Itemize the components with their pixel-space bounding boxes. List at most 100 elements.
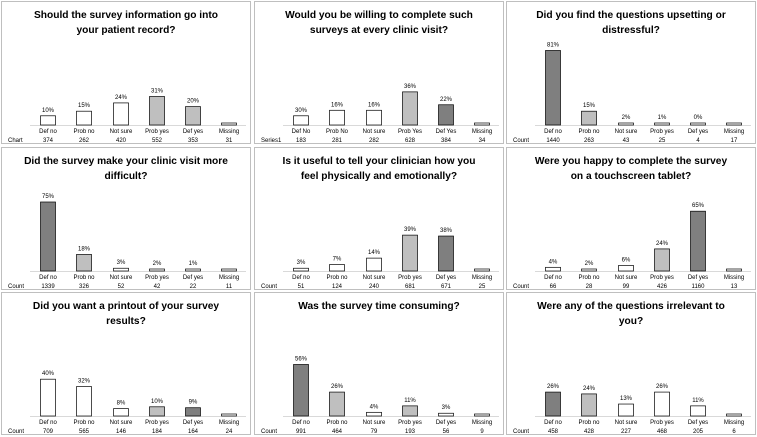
bar-chart: 3% Def no 51 7% Prob no 124 14% Not sure 240 39% P…	[261, 227, 499, 289]
chart-title-line: feel physically and emotionally?	[300, 171, 458, 182]
category-label: Missing	[219, 129, 239, 135]
bar	[76, 254, 92, 272]
bar-chart: 26% Def no 458 24% Prob no 428 13% Not sure 227 2…	[513, 384, 751, 434]
category-label: Prob no	[73, 275, 95, 281]
data-label: 18%	[78, 246, 91, 252]
data-label: 1%	[189, 261, 198, 267]
chart-title-line: you?	[618, 316, 644, 327]
category-label: Def no	[292, 275, 310, 281]
bar	[545, 266, 561, 272]
data-label: 26%	[547, 384, 560, 390]
data-label: 20%	[187, 99, 200, 105]
category-label: Prob yes	[145, 420, 169, 426]
count-value: 384	[441, 138, 452, 143]
bar	[402, 91, 418, 126]
chart-title: Did the survey make your clinic visit mo…	[8, 154, 244, 188]
bar	[618, 403, 634, 417]
data-label: 3%	[442, 405, 451, 411]
data-label: 32%	[78, 379, 91, 385]
category-label: Not sure	[110, 420, 133, 426]
count-value: 13	[731, 284, 738, 289]
bar	[581, 268, 597, 272]
category-label: Prob no	[578, 129, 600, 135]
data-label: 13%	[620, 396, 633, 402]
table-row-label: Count	[8, 429, 24, 434]
bar	[690, 210, 706, 272]
bar	[581, 110, 597, 126]
count-value: 183	[296, 138, 307, 143]
category-label: Prob yes	[145, 129, 169, 135]
count-value: 1440	[546, 138, 560, 143]
category-label: Prob no	[578, 275, 600, 281]
data-label: 2%	[153, 261, 162, 267]
chart-panel: Did the survey make your clinic visit mo…	[1, 147, 251, 290]
category-label: Missing	[219, 420, 239, 426]
category-label: Prob no	[578, 420, 600, 426]
chart-title: Did you want a printout of your survey re…	[8, 299, 244, 333]
chart-title: Were you happy to complete the survey on …	[513, 154, 749, 188]
data-label: 11%	[692, 398, 704, 404]
bar-chart: 81% Def no 1440 15% Prob no 263 2% Not sure 43 1%…	[513, 42, 751, 143]
category-label: Not sure	[363, 129, 386, 135]
category-label: Missing	[472, 129, 492, 135]
count-value: 709	[43, 429, 54, 434]
bar	[149, 268, 165, 272]
data-label: 22%	[440, 97, 453, 103]
category-label: Def no	[39, 275, 57, 281]
category-label: Def yes	[688, 129, 708, 135]
count-value: 428	[584, 429, 595, 434]
count-value: 552	[152, 138, 163, 143]
category-label: Prob yes	[398, 275, 422, 281]
count-value: 79	[371, 429, 378, 434]
data-label: 30%	[295, 108, 308, 114]
table-row-label: Series1	[261, 138, 282, 143]
count-value: 681	[405, 284, 416, 289]
category-label: Not sure	[615, 275, 638, 281]
bar	[618, 265, 634, 272]
category-label: Prob yes	[650, 129, 674, 135]
bar	[149, 406, 165, 417]
category-label: Prob no	[73, 420, 95, 426]
category-label: Missing	[724, 420, 744, 426]
data-label: 40%	[42, 371, 55, 377]
category-label: Missing	[472, 275, 492, 281]
table-row-label: Count	[513, 429, 529, 434]
data-label: 24%	[115, 95, 128, 101]
count-value: 25	[659, 138, 666, 143]
data-label: 26%	[656, 384, 669, 390]
bar	[293, 267, 309, 272]
chart-panel: Did you find the questions upsetting or d…	[506, 1, 756, 144]
chart-panel: Were any of the questions irrelevant to y…	[506, 292, 756, 435]
count-value: 262	[79, 138, 90, 143]
data-label: 4%	[370, 404, 379, 410]
table-row-label: Count	[8, 284, 24, 289]
category-label: Def no	[544, 129, 562, 135]
chart-title-line: Were you happy to complete the survey	[534, 156, 728, 167]
count-value: 164	[188, 429, 199, 434]
bar	[76, 110, 92, 126]
bar	[438, 235, 454, 272]
count-value: 24	[226, 429, 233, 434]
bar	[581, 393, 597, 417]
chart-title: Were any of the questions irrelevant to y…	[513, 299, 749, 333]
count-value: 6	[732, 429, 736, 434]
category-label: Def no	[544, 275, 562, 281]
category-label: Def no	[544, 420, 562, 426]
chart-title: Would you be willing to complete such sur…	[261, 8, 497, 42]
bar	[438, 412, 454, 417]
count-value: 468	[657, 429, 668, 434]
bar	[221, 413, 237, 417]
chart-title-line: distressful?	[602, 25, 660, 36]
count-value: 42	[154, 284, 161, 289]
count-value: 240	[369, 284, 380, 289]
data-label: 10%	[151, 399, 164, 405]
chart-panel: Did you want a printout of your survey re…	[1, 292, 251, 435]
count-value: 426	[657, 284, 668, 289]
bar	[545, 391, 561, 417]
count-value: 353	[188, 138, 199, 143]
data-label: 15%	[583, 103, 596, 109]
count-value: 464	[332, 429, 343, 434]
bar	[293, 115, 309, 126]
category-label: Def yes	[183, 275, 203, 281]
